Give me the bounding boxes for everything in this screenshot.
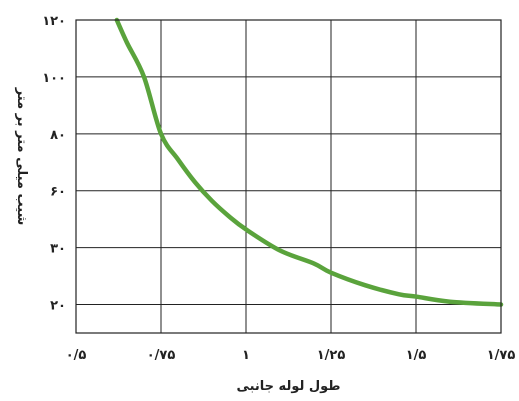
- series-line-0: [114, 17, 504, 307]
- y-tick-label-2: ۶۰: [50, 185, 66, 200]
- x-tick-labels: ۰/۵ ۰/۷۵ ۱ ۱/۲۵ ۱/۵ ۱/۷۵: [66, 348, 516, 363]
- y-tick-label-0: ۲۰: [50, 299, 66, 314]
- x-tick-label-0: ۰/۵: [66, 348, 87, 363]
- y-tick-label-3: ۸۰: [50, 128, 66, 143]
- plot-border: [75, 19, 502, 334]
- x-axis-title: طول لوله جانبی: [236, 379, 340, 394]
- y-axis-title: شیب میلی متر بر متر: [14, 87, 29, 226]
- plot-frame: [75, 19, 502, 334]
- x-tick-label-2: ۱: [242, 348, 250, 363]
- x-tick-label-4: ۱/۵: [406, 348, 427, 363]
- x-tick-label-1: ۰/۷۵: [147, 348, 176, 363]
- y-tick-label-4: ۱۰۰: [42, 71, 66, 86]
- y-tick-label-1: ۳۰: [50, 242, 66, 257]
- x-tick-label-5: ۱/۷۵: [487, 348, 516, 363]
- series-layer: [114, 17, 504, 307]
- y-tick-label-5: ۱۲۰: [42, 14, 66, 29]
- x-tick-label-3: ۱/۲۵: [317, 348, 346, 363]
- y-tick-labels: ۲۰ ۳۰ ۶۰ ۸۰ ۱۰۰ ۱۲۰: [42, 14, 66, 314]
